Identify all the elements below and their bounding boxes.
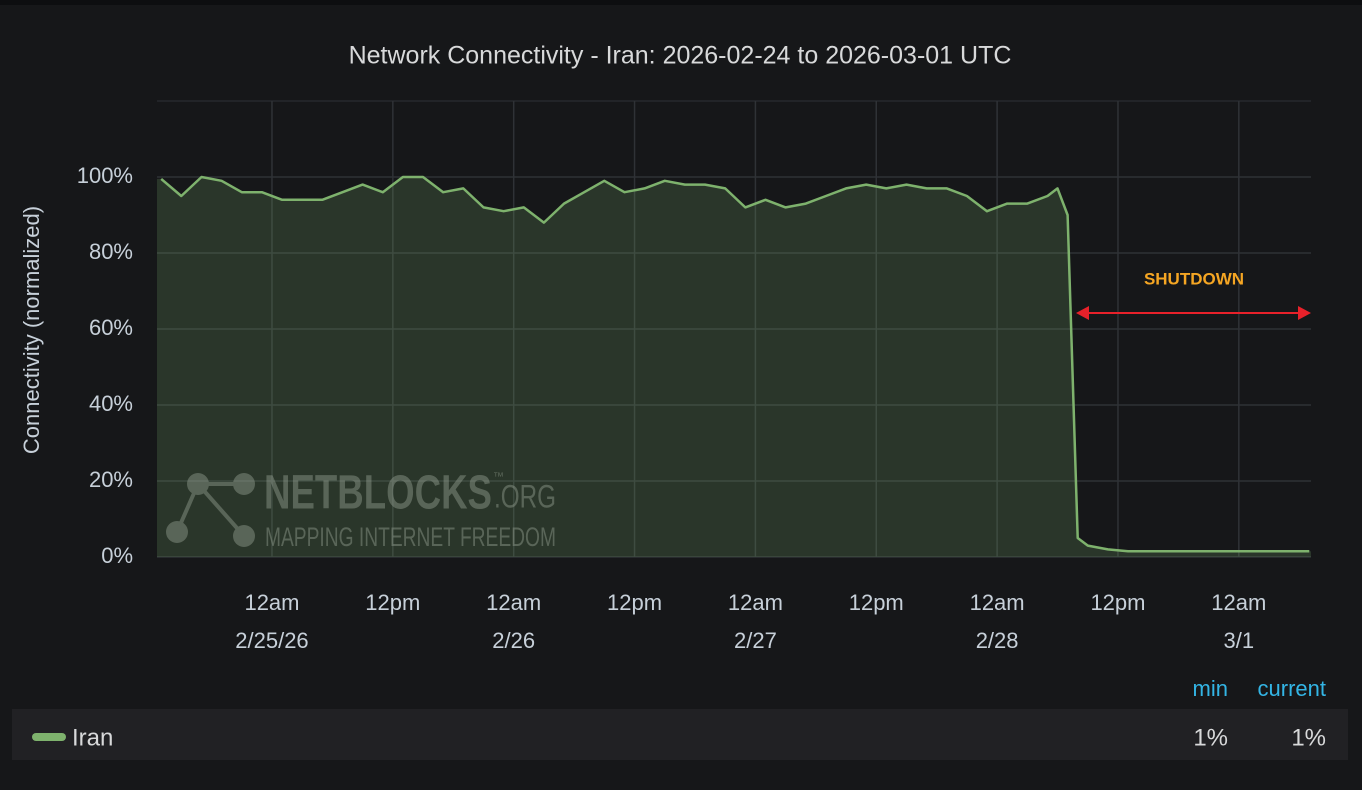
legend: Iran min 1% current 1% <box>32 676 1326 751</box>
watermark-tm: ™ <box>493 471 504 483</box>
plot <box>157 175 1311 557</box>
y-tick-label: 80% <box>89 239 133 264</box>
y-tick-label: 0% <box>101 543 133 568</box>
x-tick-date: 2/26 <box>492 628 535 653</box>
watermark: NETBLOCKS ™ .ORG MAPPING INTERNET FREEDO… <box>166 467 556 552</box>
legend-column-header: current <box>1258 676 1326 701</box>
logo-node <box>187 473 209 495</box>
legend-value: 1% <box>1291 724 1326 751</box>
chart-title: Network Connectivity - Iran: 2026-02-24 … <box>349 42 1012 70</box>
x-tick-label: 12am <box>1211 590 1266 615</box>
x-tick-date: 3/1 <box>1224 628 1255 653</box>
y-tick-label: 60% <box>89 315 133 340</box>
arrow-head <box>1076 306 1089 320</box>
x-tick-date: 2/25/26 <box>235 628 308 653</box>
legend-value: 1% <box>1193 724 1228 751</box>
legend-column-header: min <box>1193 676 1228 701</box>
arrow-head <box>1298 306 1311 320</box>
x-tick-label: 12am <box>486 590 541 615</box>
logo-node <box>233 525 255 547</box>
watermark-brand: NETBLOCKS <box>264 467 492 520</box>
legend-label: Iran <box>72 724 113 751</box>
x-tick-date: 2/28 <box>976 628 1019 653</box>
grid <box>157 101 1311 558</box>
x-tick-label: 12am <box>728 590 783 615</box>
legend-row <box>12 709 1348 760</box>
x-tick-date: 2/27 <box>734 628 777 653</box>
x-tick-label: 12am <box>244 590 299 615</box>
logo-edge <box>175 483 200 533</box>
x-tick-label: 12pm <box>607 590 662 615</box>
series-area <box>157 177 1311 557</box>
logo-edge <box>196 482 246 538</box>
x-tick-label: 12pm <box>1090 590 1145 615</box>
x-tick-label: 12pm <box>365 590 420 615</box>
logo-node <box>233 473 255 495</box>
series-line <box>160 175 1310 553</box>
y-tick-label: 100% <box>77 163 133 188</box>
x-tick-label: 12am <box>970 590 1025 615</box>
y-tick-label: 40% <box>89 391 133 416</box>
annotation-text: SHUTDOWN <box>1144 269 1244 288</box>
watermark-tagline: MAPPING INTERNET FREEDOM <box>265 522 556 552</box>
top-strip <box>0 0 1362 5</box>
y-tick-label: 20% <box>89 467 133 492</box>
y-axis-label: Connectivity (normalized) <box>19 206 44 454</box>
annotation: SHUTDOWN <box>1076 269 1311 320</box>
x-tick-label: 12pm <box>849 590 904 615</box>
watermark-suffix: .ORG <box>494 478 556 514</box>
logo-node <box>166 521 188 543</box>
